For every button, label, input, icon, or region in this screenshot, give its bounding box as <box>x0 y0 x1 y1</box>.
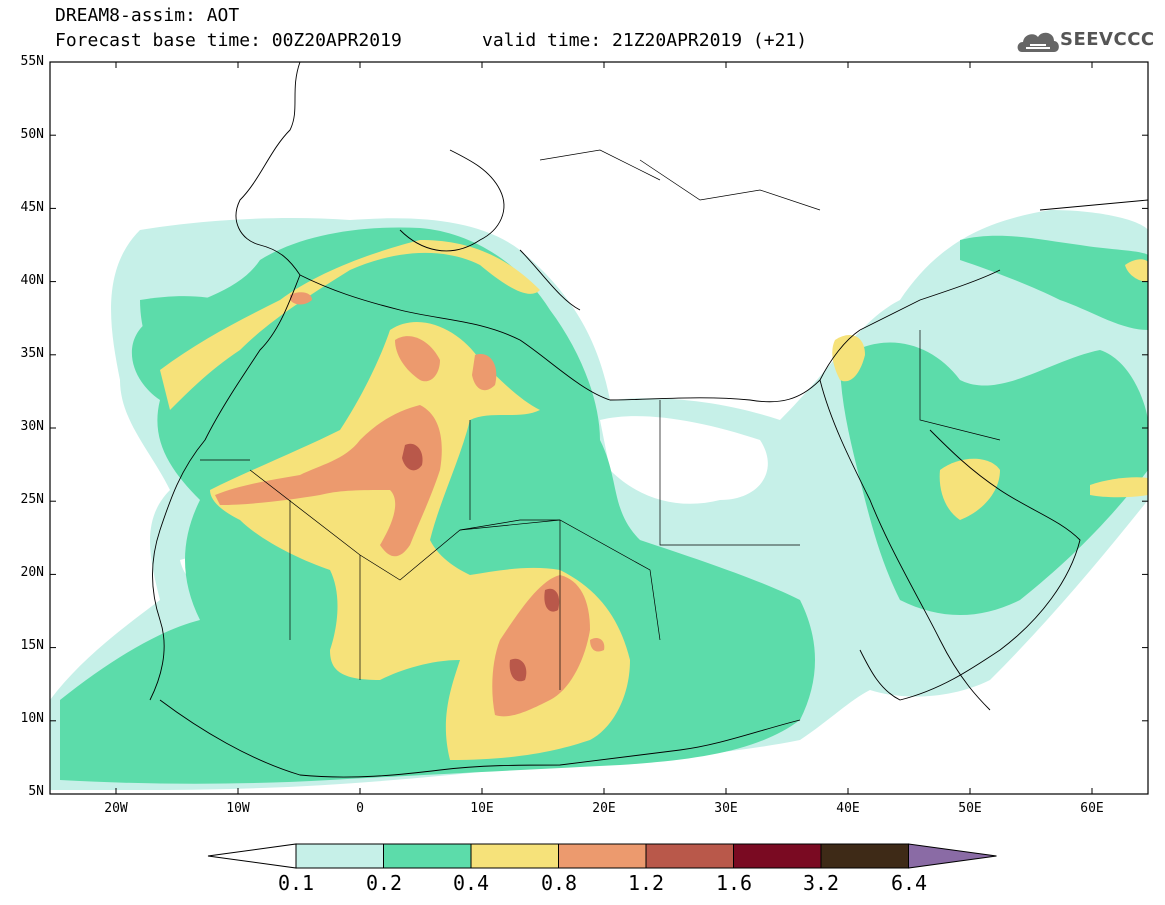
legend-underflow-triangle <box>207 843 297 869</box>
lon-label: 60E <box>1080 801 1104 816</box>
legend-level: 3.2 <box>802 871 840 895</box>
aot-zone-1.2 <box>402 443 423 471</box>
lat-label: 20N <box>20 565 44 580</box>
lon-label: 20W <box>104 801 128 816</box>
lon-label: 0 <box>356 801 364 816</box>
legend-level: 0.8 <box>540 871 578 895</box>
logo-text: SEEVCCC <box>1060 29 1155 50</box>
legend-level: 1.2 <box>627 871 665 895</box>
axis-ticks <box>50 61 1148 795</box>
legend-level: 0.2 <box>365 871 403 895</box>
lat-label: 40N <box>20 273 44 288</box>
lat-label: 30N <box>20 419 44 434</box>
legend-color-cell <box>820 843 909 869</box>
aot-zone-0.4 <box>160 240 540 410</box>
model-field-title: DREAM8-assim: AOT <box>55 5 240 26</box>
lat-label: 15N <box>20 638 44 653</box>
legend-level: 0.4 <box>452 871 490 895</box>
legend-color-cell <box>558 843 647 869</box>
legend-level: 1.6 <box>715 871 753 895</box>
lat-label: 25N <box>20 492 44 507</box>
lat-label: 45N <box>20 200 44 215</box>
lon-label: 10W <box>226 801 250 816</box>
valid-time: valid time: 21Z20APR2019 (+21) <box>482 30 808 51</box>
legend-color-cell <box>645 843 734 869</box>
lon-label: 30E <box>714 801 738 816</box>
lat-label: 5N <box>28 784 44 799</box>
borders <box>200 149 1001 690</box>
legend-color-cell <box>470 843 559 869</box>
aot-zone-0.8 <box>215 405 442 557</box>
legend-color-cell <box>295 843 384 869</box>
forecast-base-time: Forecast base time: 00Z20APR2019 <box>55 30 402 51</box>
lat-label: 10N <box>20 711 44 726</box>
legend-color-cell <box>383 843 472 869</box>
lat-label: 55N <box>20 54 44 69</box>
legend-overflow-triangle <box>908 843 997 869</box>
legend-level: 6.4 <box>890 871 928 895</box>
legend-level: 0.1 <box>277 871 315 895</box>
lon-label: 20E <box>592 801 616 816</box>
lat-label: 50N <box>20 127 44 142</box>
lon-label: 40E <box>836 801 860 816</box>
lon-label: 50E <box>958 801 982 816</box>
coastlines <box>149 62 1148 778</box>
lat-label: 35N <box>20 346 44 361</box>
legend-color-cell <box>733 843 822 869</box>
seevccc-logo <box>1017 32 1059 52</box>
lon-label: 10E <box>470 801 494 816</box>
